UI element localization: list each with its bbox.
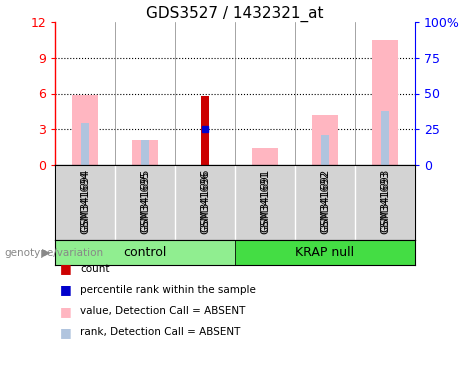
- Text: GSM341691: GSM341691: [260, 171, 270, 234]
- Text: ▶: ▶: [42, 248, 50, 258]
- Text: ■: ■: [59, 262, 71, 275]
- Text: genotype/variation: genotype/variation: [5, 248, 104, 258]
- Text: rank, Detection Call = ABSENT: rank, Detection Call = ABSENT: [80, 327, 241, 337]
- Text: count: count: [80, 264, 110, 274]
- Text: ■: ■: [59, 305, 71, 318]
- Text: GSM341696: GSM341696: [200, 171, 210, 234]
- Bar: [372, 40, 397, 165]
- Bar: [55, 240, 235, 265]
- Text: ■: ■: [59, 283, 71, 296]
- Text: GSM341693: GSM341693: [380, 169, 390, 232]
- Text: value, Detection Call = ABSENT: value, Detection Call = ABSENT: [80, 306, 246, 316]
- Bar: [132, 140, 158, 165]
- Text: GSM341694: GSM341694: [80, 169, 90, 232]
- Text: KRAP null: KRAP null: [296, 246, 355, 259]
- Text: percentile rank within the sample: percentile rank within the sample: [80, 285, 256, 295]
- Bar: [82, 123, 89, 165]
- Text: GSM341695: GSM341695: [140, 169, 150, 232]
- Bar: [142, 140, 148, 165]
- Text: GSM341693: GSM341693: [380, 171, 390, 234]
- Bar: [201, 96, 208, 165]
- Text: control: control: [123, 246, 167, 259]
- Text: GSM341692: GSM341692: [320, 169, 330, 232]
- Bar: [313, 115, 337, 165]
- Bar: [381, 111, 389, 165]
- Text: GSM341695: GSM341695: [140, 171, 150, 234]
- Text: GSM341692: GSM341692: [320, 171, 330, 234]
- Text: ■: ■: [59, 326, 71, 339]
- Text: GSM341694: GSM341694: [80, 171, 90, 234]
- Title: GDS3527 / 1432321_at: GDS3527 / 1432321_at: [146, 6, 324, 22]
- Bar: [235, 240, 415, 265]
- Text: GSM341691: GSM341691: [260, 169, 270, 232]
- Bar: [321, 135, 329, 165]
- Text: GSM341696: GSM341696: [200, 169, 210, 232]
- Bar: [253, 148, 278, 165]
- Bar: [72, 95, 98, 165]
